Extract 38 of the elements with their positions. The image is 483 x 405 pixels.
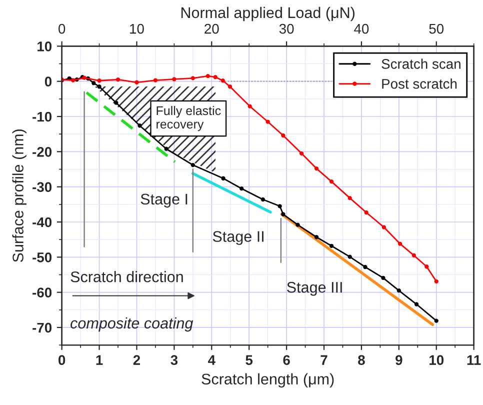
x-tick-label: 4 — [208, 355, 216, 365]
legend-label: Post scratch — [382, 78, 457, 89]
y-tick-label: 0 — [44, 76, 52, 87]
annotation: composite coating — [70, 317, 194, 332]
annotation: Fully elastic recovery — [156, 106, 221, 132]
y-tick-label: 10 — [38, 42, 52, 52]
x2-axis-title: Normal applied Load (μN) — [181, 6, 354, 22]
x2-tick-label: 20 — [204, 24, 219, 34]
y-tick-label: -40 — [32, 217, 52, 228]
x-tick-label: 7 — [320, 355, 328, 365]
y-tick-label: -70 — [32, 322, 52, 333]
x-tick-label: 3 — [170, 355, 178, 366]
x-tick-label: 5 — [246, 355, 253, 365]
annotation: Stage III — [287, 282, 342, 296]
y-tick-label: -10 — [32, 112, 52, 122]
x-axis-title: Scratch length (μm) — [202, 373, 334, 388]
x-tick-label: 1 — [96, 355, 103, 365]
x-tick-label: 8 — [358, 355, 365, 365]
annotation: Scratch direction — [70, 271, 183, 282]
x2-tick-label: 0 — [58, 24, 66, 34]
x-tick-label: 2 — [133, 355, 140, 365]
y-tick-label: -30 — [32, 182, 52, 192]
x2-tick-label: 40 — [354, 24, 369, 34]
x-tick-label: 10 — [430, 355, 444, 365]
y-tick-label: -60 — [32, 288, 52, 298]
x2-tick-label: 50 — [429, 24, 444, 34]
y-axis-title: Surface profile (nm) — [12, 129, 26, 262]
x-tick-label: 9 — [396, 355, 402, 365]
annotation: Stage II — [212, 231, 264, 245]
legend-label: Scratch scan — [382, 58, 460, 69]
x-tick-label: 11 — [467, 355, 481, 365]
x-tick-label: 0 — [58, 355, 66, 365]
x2-tick-label: 10 — [130, 24, 144, 34]
y-tick-label: -20 — [32, 146, 52, 157]
x-tick-label: 6 — [283, 355, 290, 365]
x2-tick-label: 30 — [279, 24, 294, 34]
annotation: Stage I — [140, 194, 188, 208]
y-tick-label: -50 — [32, 252, 52, 262]
